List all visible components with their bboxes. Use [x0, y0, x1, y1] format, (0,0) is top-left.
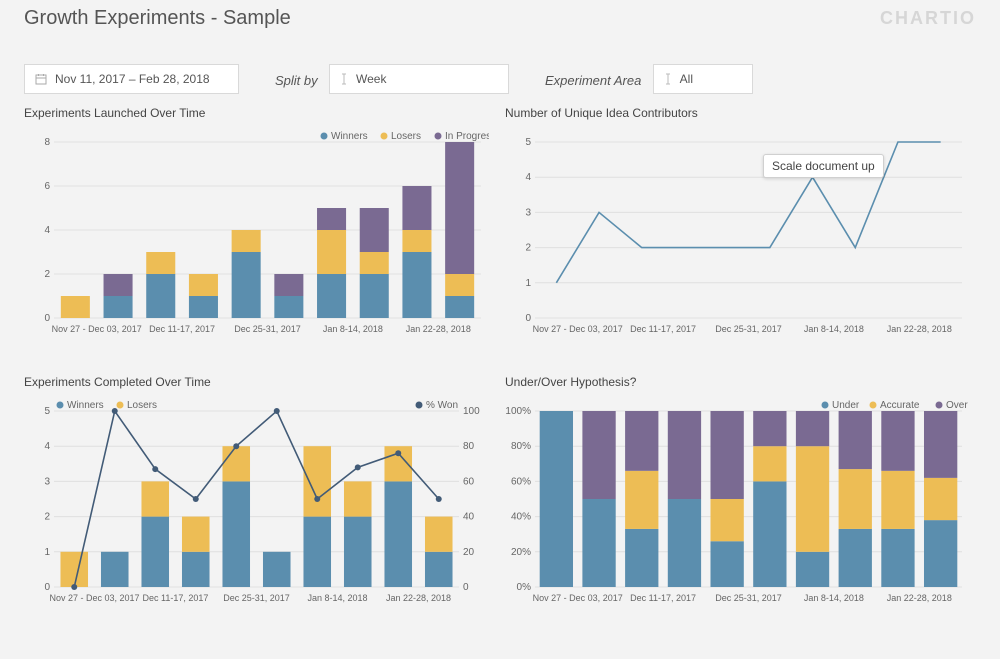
- svg-text:4: 4: [44, 225, 50, 236]
- chart1-title: Experiments Launched Over Time: [24, 106, 495, 120]
- svg-text:Dec 11-17, 2017: Dec 11-17, 2017: [630, 593, 696, 603]
- svg-text:40: 40: [463, 512, 475, 523]
- svg-text:Dec 11-17, 2017: Dec 11-17, 2017: [149, 324, 215, 334]
- chart4-title: Under/Over Hypothesis?: [505, 375, 976, 389]
- svg-text:Accurate: Accurate: [880, 400, 920, 411]
- text-cursor-icon: [664, 73, 672, 85]
- svg-text:60%: 60%: [511, 476, 531, 487]
- svg-text:2: 2: [44, 512, 50, 523]
- svg-text:60: 60: [463, 476, 475, 487]
- svg-text:0: 0: [44, 582, 50, 593]
- svg-text:Losers: Losers: [127, 400, 157, 411]
- svg-text:3: 3: [44, 476, 50, 487]
- svg-text:Dec 25-31, 2017: Dec 25-31, 2017: [715, 593, 782, 603]
- svg-text:Over: Over: [946, 400, 968, 411]
- svg-text:Dec 11-17, 2017: Dec 11-17, 2017: [143, 593, 209, 603]
- svg-text:6: 6: [44, 181, 50, 192]
- svg-text:Winners: Winners: [67, 400, 104, 411]
- svg-text:Jan 8-14, 2018: Jan 8-14, 2018: [307, 593, 367, 603]
- svg-text:Winners: Winners: [331, 131, 368, 142]
- svg-text:80%: 80%: [511, 441, 531, 452]
- svg-text:5: 5: [44, 406, 50, 417]
- split-by-label: Split by: [275, 73, 318, 88]
- svg-text:Jan 22-28, 2018: Jan 22-28, 2018: [386, 593, 451, 603]
- svg-text:1: 1: [44, 547, 50, 558]
- text-cursor-icon: [340, 73, 348, 85]
- svg-text:0: 0: [44, 313, 50, 324]
- chart2-title: Number of Unique Idea Contributors: [505, 106, 976, 120]
- svg-text:In Progress: In Progress: [445, 131, 489, 142]
- date-range-text: Nov 11, 2017 – Feb 28, 2018: [55, 72, 210, 86]
- svg-text:100%: 100%: [505, 406, 531, 417]
- svg-text:0: 0: [525, 313, 531, 324]
- chart-unique-contributors: Number of Unique Idea Contributors 0 1 2 3 4…: [505, 106, 976, 367]
- calendar-icon: [35, 73, 47, 85]
- experiment-area-label: Experiment Area: [545, 73, 641, 88]
- svg-text:Jan 22-28, 2018: Jan 22-28, 2018: [887, 324, 952, 334]
- svg-text:Dec 25-31, 2017: Dec 25-31, 2017: [234, 324, 301, 334]
- svg-text:2: 2: [525, 243, 531, 254]
- svg-text:8: 8: [44, 137, 50, 148]
- svg-text:Under: Under: [832, 400, 860, 411]
- svg-text:1: 1: [525, 278, 531, 289]
- chart-hypothesis: Under/Over Hypothesis? 0% 20% 40% 60% 80% 100…: [505, 375, 976, 636]
- svg-text:% Won: % Won: [426, 400, 458, 411]
- svg-text:Nov 27 - Dec 03, 2017: Nov 27 - Dec 03, 2017: [533, 593, 623, 603]
- svg-text:Nov 27 - Dec 03, 2017: Nov 27 - Dec 03, 2017: [52, 324, 142, 334]
- chart3-title: Experiments Completed Over Time: [24, 375, 495, 389]
- split-by-value: Week: [356, 72, 386, 86]
- date-range-picker[interactable]: Nov 11, 2017 – Feb 28, 2018: [24, 64, 239, 94]
- svg-text:4: 4: [525, 172, 531, 183]
- svg-text:3: 3: [525, 207, 531, 218]
- svg-text:Losers: Losers: [391, 131, 421, 142]
- experiment-area-select[interactable]: All: [653, 64, 753, 94]
- experiment-area-group: Experiment Area All: [545, 64, 753, 94]
- svg-text:2: 2: [44, 269, 50, 280]
- svg-text:Nov 27 - Dec 03, 2017: Nov 27 - Dec 03, 2017: [49, 593, 139, 603]
- svg-text:Jan 22-28, 2018: Jan 22-28, 2018: [406, 324, 471, 334]
- svg-text:0%: 0%: [517, 582, 532, 593]
- svg-text:40%: 40%: [511, 512, 531, 523]
- brand-logo: CHARTIO: [880, 8, 976, 29]
- svg-text:80: 80: [463, 441, 475, 452]
- svg-text:Dec 25-31, 2017: Dec 25-31, 2017: [223, 593, 290, 603]
- svg-text:5: 5: [525, 137, 531, 148]
- chart-experiments-completed: Experiments Completed Over Time 0 1 2 3 4 5 0 2…: [24, 375, 495, 636]
- split-by-select[interactable]: Week: [329, 64, 509, 94]
- svg-text:Jan 22-28, 2018: Jan 22-28, 2018: [887, 593, 952, 603]
- svg-text:100: 100: [463, 406, 480, 417]
- svg-text:Dec 25-31, 2017: Dec 25-31, 2017: [715, 324, 782, 334]
- svg-text:4: 4: [44, 441, 50, 452]
- svg-text:20%: 20%: [511, 547, 531, 558]
- controls-bar: Nov 11, 2017 – Feb 28, 2018 Split by Wee…: [0, 30, 1000, 106]
- svg-text:Dec 11-17, 2017: Dec 11-17, 2017: [630, 324, 696, 334]
- chart-experiments-launched: Experiments Launched Over Time 0 2 4 6 8 Nov …: [24, 106, 495, 367]
- svg-text:Jan 8-14, 2018: Jan 8-14, 2018: [804, 324, 864, 334]
- svg-text:Jan 8-14, 2018: Jan 8-14, 2018: [323, 324, 383, 334]
- svg-text:20: 20: [463, 547, 475, 558]
- page-title: Growth Experiments - Sample: [24, 7, 291, 30]
- split-by-group: Split by Week: [275, 64, 509, 94]
- experiment-area-value: All: [680, 72, 693, 86]
- svg-text:0: 0: [463, 582, 469, 593]
- tooltip: Scale document up: [763, 154, 884, 178]
- svg-text:Jan 8-14, 2018: Jan 8-14, 2018: [804, 593, 864, 603]
- svg-text:Nov 27 - Dec 03, 2017: Nov 27 - Dec 03, 2017: [533, 324, 623, 334]
